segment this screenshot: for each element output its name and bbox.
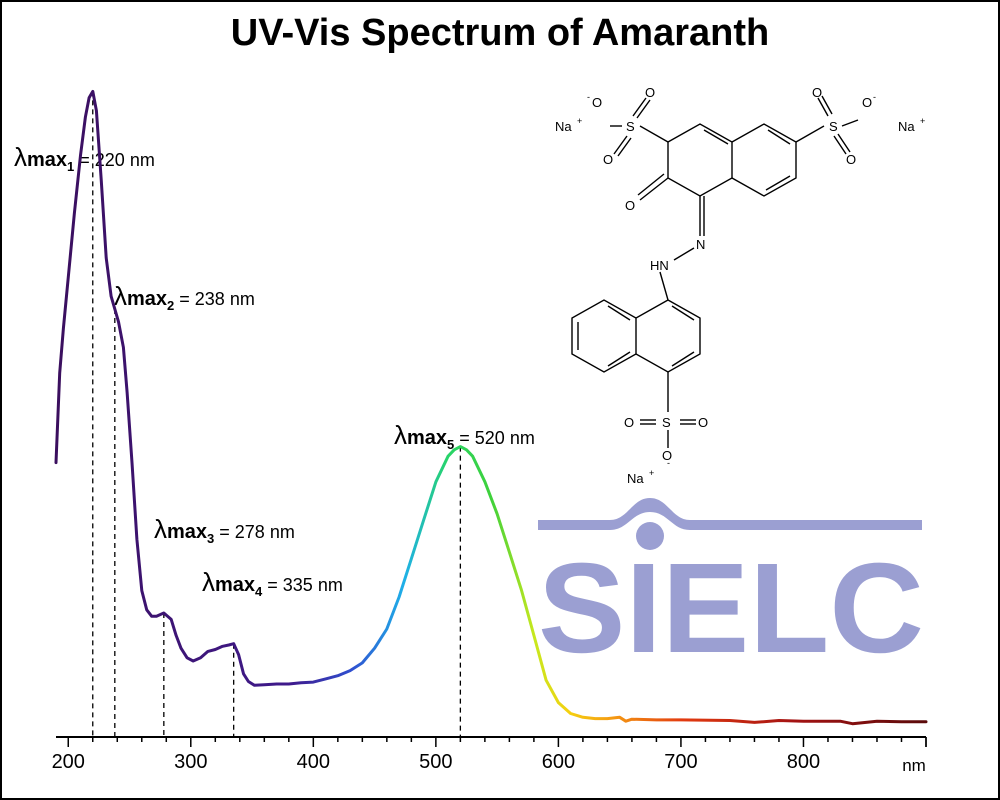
plot-area: 200 300 400 500 600 700 800 nm λmax1 = 220 nm λma… [14,89,928,775]
atom-s-lower: S [662,415,671,430]
atom-o-upper-right: O [812,85,822,100]
atom-o-upper-left: O [645,85,655,100]
atom-o-minus-lower: O [662,448,672,463]
atom-o-carbonyl: O [625,198,635,213]
atom-o-lower-a: O [624,415,634,430]
atom-o-lower-right: O [846,152,856,167]
charge-plus-right: + [920,116,925,126]
x-tick-label: 600 [542,751,575,773]
atom-hn: HN [650,258,669,273]
x-tick-label: 700 [664,751,697,773]
spectrum-line [54,89,928,726]
x-tick-label: 300 [174,751,207,773]
svg-text:SIELC: SIELC [538,537,924,680]
atom-o-lower-b: O [698,415,708,430]
atom-o-minus-right: O [862,95,872,110]
sielc-logo: SIELC [538,498,924,680]
x-tick-label: 400 [297,751,330,773]
atom-s-right: S [829,119,838,134]
lambda-max-label-5: λmax5 = 520 nm [394,420,535,452]
chart-title: UV-Vis Spectrum of Amaranth [231,12,769,54]
x-tick-label: 800 [787,751,820,773]
lambda-max-label-4: λmax4 = 335 nm [202,567,343,599]
atom-n: N [696,237,705,252]
x-tick-label: 200 [52,751,85,773]
x-tick-label: 500 [419,751,452,773]
lambda-max-label-2: λmax2 = 238 nm [114,281,255,313]
sodium-lower: Na [627,471,644,486]
sodium-left: Na [555,119,572,134]
charge-minus-left: - [587,92,590,102]
lambda-max-label-1: λmax1 = 220 nm [14,142,155,174]
charge-minus-right: - [873,92,876,102]
charge-plus-left: + [577,116,582,126]
charge-plus-lower: + [649,468,654,478]
x-axis-unit: nm [902,756,926,775]
charge-minus-lower: - [667,458,670,468]
atom-o-minus-left: O [592,95,602,110]
lambda-max-label-3: λmax3 = 278 nm [154,514,295,546]
atom-s-left: S [626,119,635,134]
amaranth-structure [571,95,859,448]
atom-o-lower-left: O [603,152,613,167]
sodium-right: Na [898,119,915,134]
structure-labels: O - O S O Na + O S O - O Na + O N HN S O… [555,85,925,486]
